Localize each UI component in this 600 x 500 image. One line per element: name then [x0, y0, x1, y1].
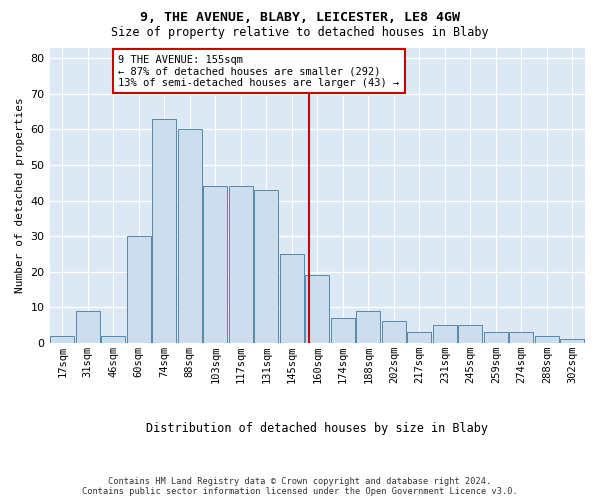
Bar [509, 332, 533, 343]
Bar [356, 311, 380, 343]
Bar [407, 332, 431, 343]
Bar [203, 186, 227, 343]
Bar [178, 130, 202, 343]
Bar [101, 336, 125, 343]
Bar [229, 186, 253, 343]
Bar [280, 254, 304, 343]
Bar [76, 311, 100, 343]
Text: Contains HM Land Registry data © Crown copyright and database right 2024.
Contai: Contains HM Land Registry data © Crown c… [82, 476, 518, 496]
X-axis label: Distribution of detached houses by size in Blaby: Distribution of detached houses by size … [146, 422, 488, 435]
Bar [152, 118, 176, 343]
Text: 9, THE AVENUE, BLABY, LEICESTER, LE8 4GW: 9, THE AVENUE, BLABY, LEICESTER, LE8 4GW [140, 11, 460, 24]
Bar [458, 325, 482, 343]
Bar [433, 325, 457, 343]
Bar [560, 340, 584, 343]
Bar [127, 236, 151, 343]
Bar [331, 318, 355, 343]
Bar [484, 332, 508, 343]
Y-axis label: Number of detached properties: Number of detached properties [15, 98, 25, 293]
Bar [50, 336, 74, 343]
Bar [254, 190, 278, 343]
Bar [535, 336, 559, 343]
Bar [305, 275, 329, 343]
Text: 9 THE AVENUE: 155sqm
← 87% of detached houses are smaller (292)
13% of semi-deta: 9 THE AVENUE: 155sqm ← 87% of detached h… [118, 54, 400, 88]
Bar [382, 322, 406, 343]
Text: Size of property relative to detached houses in Blaby: Size of property relative to detached ho… [111, 26, 489, 39]
